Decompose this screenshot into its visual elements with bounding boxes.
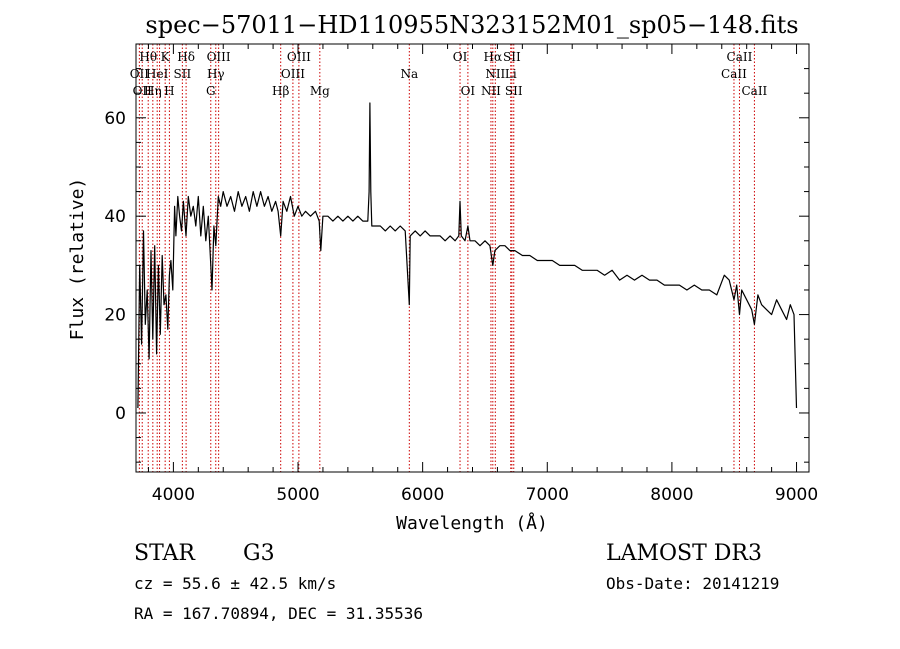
line-marker-label: Hη (144, 84, 162, 98)
line-marker-label: NII (485, 67, 505, 81)
x-tick-labels: 4000 5000 6000 7000 8000 9000 (152, 485, 818, 505)
line-marker-label: Na (400, 67, 418, 81)
line-marker-label: H (164, 84, 174, 98)
line-marker-label: SII (505, 84, 523, 98)
line-marker-label: Hγ (207, 67, 225, 81)
object-subclass: G3 (243, 541, 275, 566)
line-marker-label: CaII (727, 50, 753, 64)
line-marker-label: OI (453, 50, 468, 64)
line-marker-label: CaII (721, 67, 747, 81)
y-tick-labels: 0 20 40 60 (104, 109, 126, 424)
line-marker-label: OII (133, 84, 153, 98)
plot-frame (135, 43, 810, 473)
y-tick-label: 0 (115, 404, 126, 424)
redshift-cz: cz = 55.6 ± 42.5 km/s (134, 574, 336, 593)
line-marker-label: SII (174, 67, 192, 81)
object-type: STAR (134, 541, 196, 566)
line-markers (138, 44, 755, 472)
line-marker-label: NII (481, 84, 501, 98)
y-tick-label: 60 (104, 109, 126, 129)
line-marker-label: OI (461, 84, 476, 98)
line-marker-label: OIII (281, 67, 305, 81)
obs-date: Obs-Date: 20141219 (606, 574, 779, 593)
coordinates: RA = 167.70894, DEC = 31.35536 (134, 604, 423, 623)
x-tick-label: 7000 (526, 485, 569, 505)
x-tick-label: 9000 (775, 485, 818, 505)
axis-ticks (136, 44, 809, 472)
chart-title: spec−57011−HD110955N323152M01_sp05−148.f… (145, 11, 798, 39)
x-tick-label: 4000 (152, 485, 195, 505)
line-marker-label: Li (505, 67, 517, 81)
line-marker-label: G (206, 84, 216, 98)
y-tick-label: 40 (104, 207, 126, 227)
line-marker-label: Hα (484, 50, 503, 64)
line-marker-label: OIII (287, 50, 311, 64)
x-axis-label: Wavelength (Å) (396, 512, 548, 534)
x-tick-label: 8000 (650, 485, 693, 505)
line-marker-label: Hδ (177, 50, 195, 64)
line-marker-label: OIII (207, 50, 231, 64)
survey-name: LAMOST DR3 (606, 541, 762, 566)
x-tick-label: 6000 (401, 485, 444, 505)
line-marker-label: OII (130, 67, 150, 81)
line-marker-label: SII (503, 50, 521, 64)
line-marker-label: HeI (146, 67, 169, 81)
x-tick-label: 5000 (276, 485, 319, 505)
line-marker-label: CaII (741, 84, 767, 98)
line-marker-label: K (161, 50, 171, 64)
line-marker-label: Hβ (272, 84, 289, 98)
series-line-flux (137, 102, 798, 409)
y-axis-label: Flux (relative) (67, 178, 88, 341)
line-marker-label: Mg (310, 84, 330, 98)
y-tick-label: 20 (104, 306, 126, 326)
line-marker-label: Hθ (139, 50, 157, 64)
